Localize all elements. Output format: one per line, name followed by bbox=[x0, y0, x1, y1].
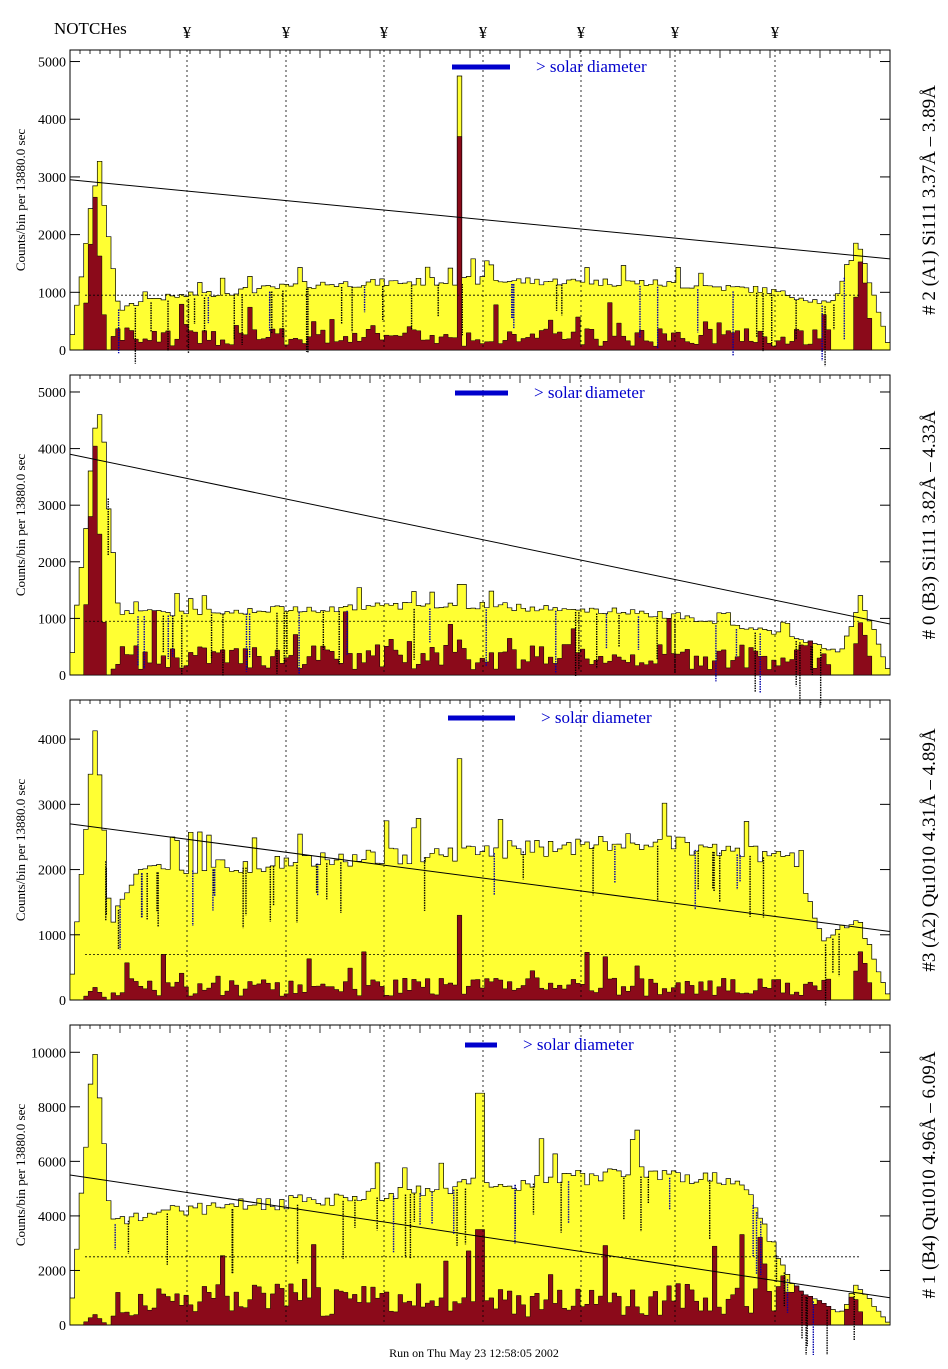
notch-mark-4: ¥ bbox=[479, 23, 488, 42]
panel-2-background-counts bbox=[70, 914, 890, 1001]
panel-3-ytick-label: 2000 bbox=[38, 1264, 66, 1279]
panel-3-background-counts bbox=[70, 1229, 890, 1326]
panel-1-ytick-label: 4000 bbox=[38, 443, 66, 458]
notch-mark-3: ¥ bbox=[380, 23, 389, 42]
panel-0-legend-label: > solar diameter bbox=[536, 57, 647, 76]
notch-mark-1: ¥ bbox=[183, 23, 192, 42]
panel-1-ytick-label: 5000 bbox=[38, 386, 66, 401]
panel-1-title: # 0 (B3) Si111 3.82Å – 4.33Å bbox=[919, 410, 940, 639]
panel-0-background-counts bbox=[70, 136, 890, 351]
notch-mark-2: ¥ bbox=[282, 23, 291, 42]
panel-3-ytick-label: 4000 bbox=[38, 1210, 66, 1225]
panel-2-ylabel: Counts/bin per 13880.0 sec bbox=[13, 779, 28, 921]
panel-0-total-counts bbox=[69, 75, 891, 351]
notch-mark-7: ¥ bbox=[771, 23, 780, 42]
panel-0-fit-line bbox=[69, 179, 891, 260]
panel-2-ytick-label: 3000 bbox=[38, 798, 66, 813]
panel-1-fit-line bbox=[69, 453, 891, 625]
notches-title: NOTCHes bbox=[54, 19, 127, 38]
panel-1-legend-label: > solar diameter bbox=[534, 383, 645, 402]
panel-3-fit-line bbox=[69, 1174, 891, 1299]
panel-0-ytick-label: 3000 bbox=[38, 171, 66, 186]
panel-0-title: # 2 (A1) Si111 3.37Å – 3.89Å bbox=[919, 85, 940, 315]
panel-0-ylabel: Counts/bin per 13880.0 sec bbox=[13, 129, 28, 271]
panel-3-legend-label: > solar diameter bbox=[523, 1035, 634, 1054]
panel-3-ytick-label: 0 bbox=[59, 1319, 66, 1334]
panel-0-ytick-label: 0 bbox=[59, 344, 66, 359]
panel-2-ytick-label: 0 bbox=[59, 994, 66, 1009]
panel-2-ytick-label: 1000 bbox=[38, 929, 66, 944]
panel-3-ytick-label: 8000 bbox=[38, 1101, 66, 1116]
panel-1-ytick-label: 1000 bbox=[38, 612, 66, 627]
notch-mark-6: ¥ bbox=[671, 23, 680, 42]
notch-mark-5: ¥ bbox=[577, 23, 586, 42]
panel-2-total-counts bbox=[69, 730, 891, 1001]
panel-1-ylabel: Counts/bin per 13880.0 sec bbox=[13, 454, 28, 596]
panel-0-ytick-label: 5000 bbox=[38, 56, 66, 71]
panel-0-ytick-label: 4000 bbox=[38, 113, 66, 128]
panel-2-title: #3 (A2) Qu1010 4.31Å – 4.89Å bbox=[919, 728, 940, 972]
panel-0-ytick-label: 2000 bbox=[38, 229, 66, 244]
panel-1-ytick-label: 0 bbox=[59, 669, 66, 684]
panel-3-ylabel: Counts/bin per 13880.0 sec bbox=[13, 1104, 28, 1246]
panel-0-ytick-label: 1000 bbox=[38, 286, 66, 301]
panel-3-total-counts bbox=[69, 1053, 891, 1326]
panel-2-ytick-label: 2000 bbox=[38, 864, 66, 879]
panel-1-ytick-label: 2000 bbox=[38, 556, 66, 571]
panel-1-total-counts bbox=[69, 414, 891, 676]
panel-2-fit-line bbox=[69, 823, 891, 933]
panel-3-ytick-label: 6000 bbox=[38, 1155, 66, 1170]
panel-2-ytick-label: 4000 bbox=[38, 733, 66, 748]
panel-2-legend-label: > solar diameter bbox=[541, 708, 652, 727]
panel-3-title: # 1 (B4) Qu1010 4.96Å – 6.09Å bbox=[919, 1051, 940, 1298]
panel-1-background-counts bbox=[70, 445, 890, 676]
run-timestamp: Run on Thu May 23 12:58:05 2002 bbox=[389, 1346, 559, 1360]
panel-1-ytick-label: 3000 bbox=[38, 499, 66, 514]
panel-3-ytick-label: 10000 bbox=[31, 1046, 66, 1061]
